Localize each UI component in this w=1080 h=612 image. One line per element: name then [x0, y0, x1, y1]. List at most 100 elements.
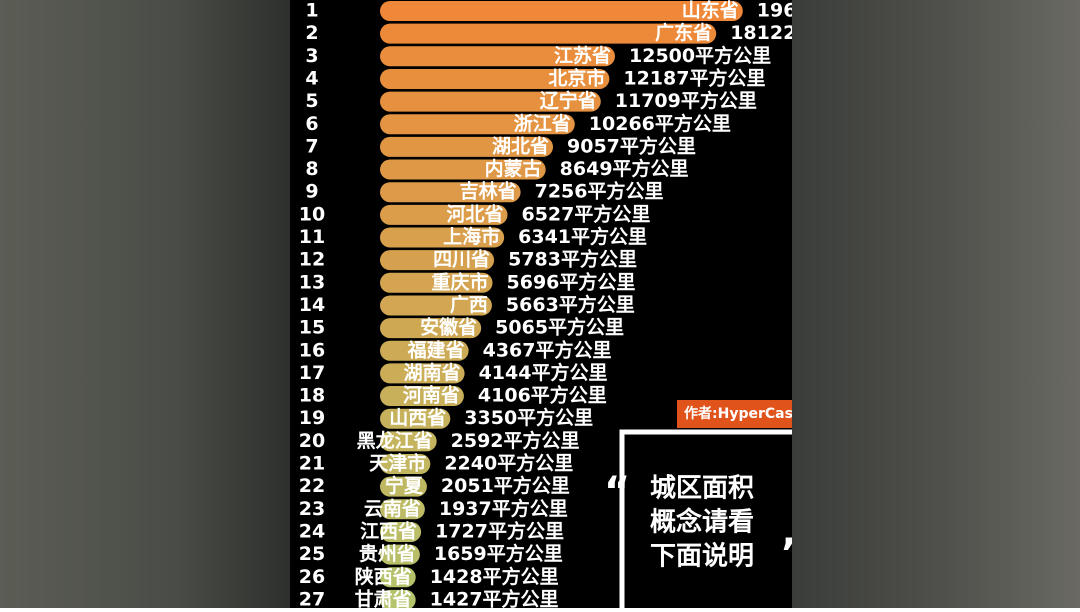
value-label: 2240平方公里: [444, 452, 573, 475]
left-backdrop: [0, 0, 290, 608]
category-label: 安徽省: [420, 316, 477, 339]
rank: 19: [299, 407, 325, 429]
rank: 7: [305, 135, 318, 157]
value-label: 5663平方公里: [506, 293, 635, 316]
value-label: 18122: [730, 22, 796, 44]
value-label: 5696平方公里: [507, 270, 636, 293]
rank: 15: [299, 317, 325, 339]
bar: [380, 567, 416, 588]
category-label: 内蒙古: [485, 157, 542, 180]
value-label: 1427平方公里: [430, 587, 559, 608]
value-label: 6527平方公里: [521, 202, 650, 225]
rank: 17: [299, 362, 325, 384]
rank: 26: [299, 566, 325, 588]
category-label: 广西: [450, 293, 488, 316]
category-label: 湖南省: [404, 362, 461, 384]
rank: 9: [305, 181, 318, 203]
bar: [380, 159, 546, 180]
value-label: 1937平方公里: [439, 497, 568, 520]
category-label: 河北省: [446, 203, 503, 225]
rank: 16: [299, 339, 325, 361]
rank: 6: [305, 113, 318, 135]
bar: [380, 476, 427, 497]
category-label: 天津市: [369, 452, 426, 475]
bar: [380, 431, 437, 452]
value-label: 196: [757, 0, 797, 22]
bars: [380, 1, 743, 608]
category-label: 山东省: [682, 0, 739, 22]
quote-frame: [619, 429, 792, 608]
bar: [380, 68, 610, 89]
rank: 22: [299, 475, 325, 497]
bar: [380, 272, 493, 293]
value-label: 8649平方公里: [560, 157, 689, 180]
rank: 5: [305, 90, 318, 112]
author-box: [677, 400, 792, 428]
category-label: 黑龙江省: [357, 429, 433, 452]
category-label: 北京市: [548, 66, 605, 89]
category-label: 江西省: [360, 520, 417, 542]
bar: [380, 318, 482, 339]
category-label: 山西省: [389, 407, 446, 429]
rank: 11: [299, 226, 325, 248]
rank: 23: [299, 498, 325, 520]
bar: [380, 363, 465, 384]
rank: 24: [299, 520, 325, 542]
bar: [380, 295, 492, 316]
category-label: 重庆市: [432, 270, 489, 293]
category-label: 吉林省: [460, 180, 517, 203]
value-label: 4144平方公里: [479, 361, 608, 384]
rank: 13: [299, 271, 325, 293]
bar: [380, 1, 743, 21]
bar: [380, 204, 508, 225]
rank: 2: [305, 22, 318, 44]
value-label: 1727平方公里: [435, 519, 564, 542]
value-label: 7256平方公里: [535, 180, 664, 203]
note-line: 城区面积: [650, 474, 754, 504]
bar: [380, 250, 495, 271]
rank: 4: [305, 67, 318, 89]
category-label: 浙江省: [514, 112, 571, 135]
value-label: 5065平方公里: [495, 316, 624, 339]
rank: 21: [299, 453, 325, 475]
value-label: 4367平方公里: [483, 338, 612, 361]
rank: 25: [299, 543, 325, 565]
chart: 作者:HyperCas “ ” 城区面积 概念请看 下面说明 1山东省1962广…: [299, 0, 806, 608]
value-label: 1428平方公里: [430, 565, 559, 588]
category-label: 宁夏: [385, 474, 424, 497]
category-label: 湖北省: [492, 135, 549, 157]
rank: 12: [299, 249, 325, 271]
right-backdrop: [792, 0, 1080, 608]
bar: [380, 499, 425, 520]
bar: [380, 23, 717, 44]
value-label: 12187平方公里: [623, 66, 765, 89]
value-label: 10266平方公里: [589, 112, 731, 135]
bar: [380, 46, 615, 67]
category-label: 四川省: [433, 249, 490, 271]
bar: [380, 91, 601, 112]
rank: 14: [299, 294, 325, 316]
rank: 1: [305, 0, 318, 22]
rank: 8: [305, 158, 318, 180]
rank: 20: [299, 430, 325, 452]
value-label: 4106平方公里: [478, 384, 607, 407]
bar: [380, 227, 505, 248]
bar: [380, 340, 469, 361]
bar: [380, 589, 416, 608]
category-label: 河南省: [403, 385, 460, 407]
value-label: 6341平方公里: [518, 225, 647, 248]
value-label: 1659平方公里: [434, 542, 563, 565]
rank: 27: [299, 588, 325, 608]
bar: [380, 182, 521, 203]
category-label: 福建省: [407, 338, 465, 361]
open-quote: “: [604, 469, 630, 515]
bar: [380, 114, 575, 135]
close-quote: ”: [780, 531, 806, 577]
value-label: 12500平方公里: [629, 44, 771, 67]
value-label: 5783平方公里: [508, 248, 637, 271]
bar: [380, 521, 422, 542]
category-label: 江苏省: [554, 44, 611, 67]
value-label: 2051平方公里: [441, 474, 570, 497]
rank: 18: [299, 385, 325, 407]
